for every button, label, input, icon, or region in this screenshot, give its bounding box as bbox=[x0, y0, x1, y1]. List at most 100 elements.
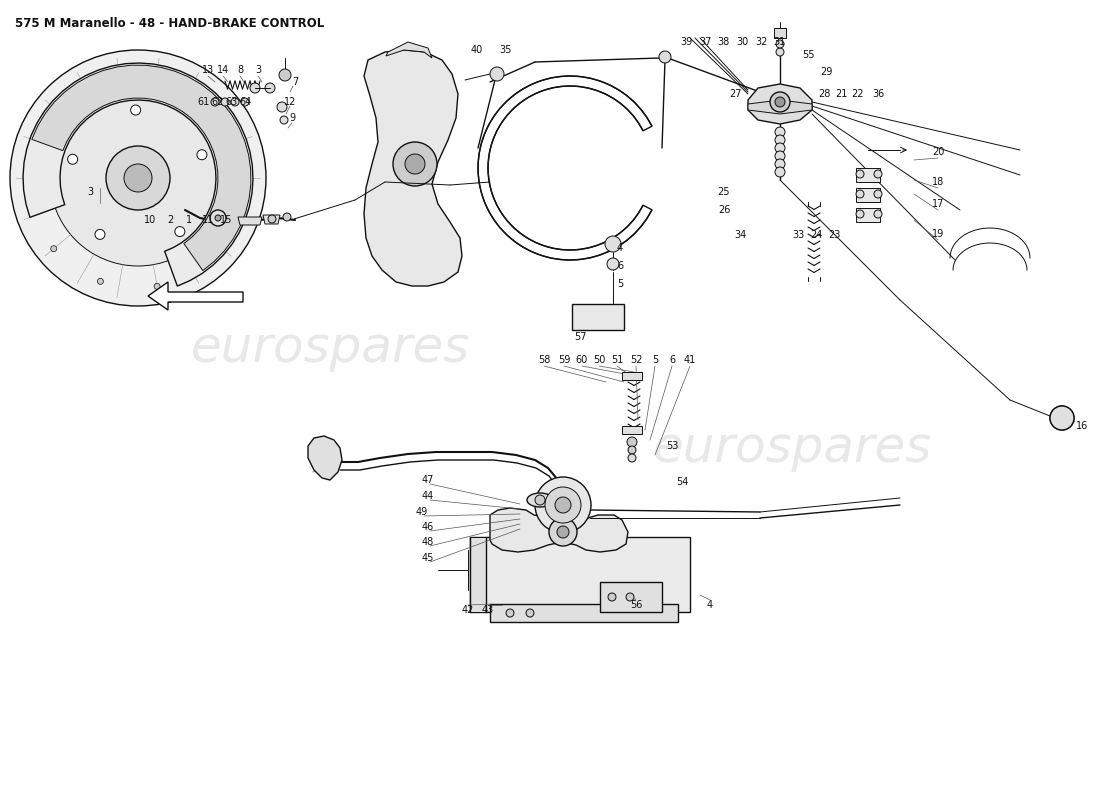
Text: 63: 63 bbox=[224, 97, 238, 107]
Text: 41: 41 bbox=[684, 355, 696, 365]
Circle shape bbox=[874, 170, 882, 178]
Text: 50: 50 bbox=[593, 355, 605, 365]
Text: eurospares: eurospares bbox=[652, 424, 932, 472]
Text: eurospares: eurospares bbox=[190, 324, 470, 372]
Circle shape bbox=[116, 66, 122, 73]
Circle shape bbox=[549, 518, 578, 546]
Circle shape bbox=[626, 593, 634, 601]
Text: 20: 20 bbox=[932, 147, 944, 157]
Circle shape bbox=[50, 90, 225, 266]
Text: 59: 59 bbox=[558, 355, 570, 365]
Polygon shape bbox=[148, 282, 243, 310]
Circle shape bbox=[393, 142, 437, 186]
Text: 4: 4 bbox=[617, 243, 623, 253]
Text: 5: 5 bbox=[617, 279, 623, 289]
Polygon shape bbox=[748, 84, 812, 124]
Circle shape bbox=[250, 83, 260, 93]
Text: 60: 60 bbox=[576, 355, 588, 365]
Circle shape bbox=[1050, 406, 1074, 430]
Circle shape bbox=[526, 609, 534, 617]
Circle shape bbox=[776, 97, 785, 107]
Text: 62: 62 bbox=[212, 97, 224, 107]
Text: 56: 56 bbox=[630, 600, 642, 610]
Circle shape bbox=[776, 48, 784, 56]
Circle shape bbox=[241, 98, 249, 106]
Circle shape bbox=[239, 213, 244, 218]
Text: 19: 19 bbox=[932, 229, 944, 239]
Circle shape bbox=[279, 69, 292, 81]
Polygon shape bbox=[263, 215, 280, 224]
Circle shape bbox=[131, 105, 141, 115]
Text: 26: 26 bbox=[718, 205, 730, 215]
Circle shape bbox=[776, 159, 785, 169]
Circle shape bbox=[175, 226, 185, 237]
Circle shape bbox=[98, 278, 103, 284]
Text: 6: 6 bbox=[669, 355, 675, 365]
Circle shape bbox=[776, 127, 785, 137]
Text: 64: 64 bbox=[239, 97, 251, 107]
Circle shape bbox=[506, 609, 514, 617]
Text: 36: 36 bbox=[872, 89, 884, 99]
Text: 18: 18 bbox=[932, 177, 944, 187]
Text: 9: 9 bbox=[289, 113, 295, 123]
Text: 3: 3 bbox=[255, 65, 261, 75]
Polygon shape bbox=[364, 50, 462, 286]
Polygon shape bbox=[470, 537, 486, 612]
Polygon shape bbox=[23, 63, 253, 286]
Circle shape bbox=[544, 487, 581, 523]
Text: 14: 14 bbox=[217, 65, 229, 75]
Text: 42: 42 bbox=[462, 605, 474, 615]
Text: 40: 40 bbox=[471, 45, 483, 55]
Circle shape bbox=[10, 50, 266, 306]
Circle shape bbox=[776, 151, 785, 161]
Circle shape bbox=[856, 210, 864, 218]
Circle shape bbox=[26, 194, 33, 200]
Polygon shape bbox=[490, 508, 628, 552]
Circle shape bbox=[243, 156, 250, 162]
Circle shape bbox=[557, 526, 569, 538]
Circle shape bbox=[608, 593, 616, 601]
Text: 37: 37 bbox=[700, 37, 712, 47]
Text: 5: 5 bbox=[652, 355, 658, 365]
Text: 58: 58 bbox=[538, 355, 550, 365]
Bar bbox=[470, 537, 690, 612]
Circle shape bbox=[206, 259, 211, 266]
Circle shape bbox=[268, 215, 276, 223]
Text: 52: 52 bbox=[629, 355, 642, 365]
Text: 8: 8 bbox=[236, 65, 243, 75]
Polygon shape bbox=[32, 65, 251, 270]
Circle shape bbox=[265, 83, 275, 93]
Text: 27: 27 bbox=[729, 89, 743, 99]
Text: 28: 28 bbox=[817, 89, 830, 99]
Text: 6: 6 bbox=[617, 261, 623, 271]
Text: 49: 49 bbox=[416, 507, 428, 517]
Bar bbox=[856, 208, 880, 222]
Circle shape bbox=[874, 210, 882, 218]
Circle shape bbox=[628, 446, 636, 454]
Circle shape bbox=[856, 170, 864, 178]
Text: 31: 31 bbox=[773, 37, 785, 47]
Circle shape bbox=[173, 72, 178, 78]
Text: 54: 54 bbox=[675, 477, 689, 487]
Text: 47: 47 bbox=[421, 475, 434, 485]
Bar bbox=[774, 28, 786, 38]
Circle shape bbox=[277, 102, 287, 112]
Text: 43: 43 bbox=[482, 605, 494, 615]
Circle shape bbox=[64, 90, 70, 97]
Text: 39: 39 bbox=[680, 37, 692, 47]
Circle shape bbox=[221, 98, 229, 106]
Text: 575 M Maranello - 48 - HAND-BRAKE CONTROL: 575 M Maranello - 48 - HAND-BRAKE CONTRO… bbox=[15, 17, 324, 30]
Circle shape bbox=[535, 495, 544, 505]
Circle shape bbox=[214, 215, 221, 221]
Text: 4: 4 bbox=[707, 600, 713, 610]
Text: 23: 23 bbox=[828, 230, 840, 240]
Text: 32: 32 bbox=[756, 37, 768, 47]
Text: 24: 24 bbox=[810, 230, 822, 240]
Bar bbox=[856, 168, 880, 182]
Text: 29: 29 bbox=[820, 67, 833, 77]
Circle shape bbox=[106, 146, 170, 210]
Circle shape bbox=[210, 210, 225, 226]
Text: 33: 33 bbox=[792, 230, 804, 240]
Text: 55: 55 bbox=[802, 50, 814, 60]
Circle shape bbox=[627, 437, 637, 447]
